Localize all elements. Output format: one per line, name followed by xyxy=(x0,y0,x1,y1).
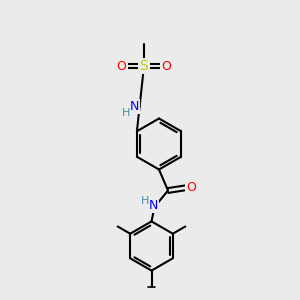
Text: S: S xyxy=(140,59,148,73)
Text: N: N xyxy=(130,100,139,113)
Text: O: O xyxy=(186,181,196,194)
Text: H: H xyxy=(141,196,149,206)
Text: O: O xyxy=(162,59,171,73)
Text: O: O xyxy=(117,59,126,73)
Text: N: N xyxy=(148,199,158,212)
Text: H: H xyxy=(122,108,130,118)
